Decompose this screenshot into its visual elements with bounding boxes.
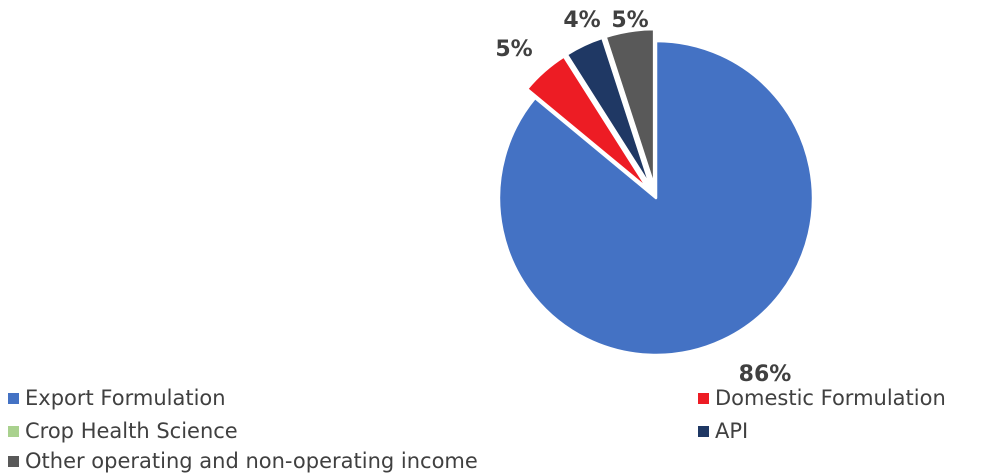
data-label-api: 4% [563,8,600,33]
pie-slice-api [565,36,653,189]
data-label-domestic-formulation: 5% [495,37,532,62]
pie-slice-other-income [604,27,656,188]
data-label-export-formulation: 86% [739,362,792,387]
data-label-other-income: 5% [611,8,648,33]
pie-slice-export-formulation [497,39,815,357]
pie-data-labels: 86% 5% 4% 5% [495,8,791,387]
pie-slice-domestic-formulation [525,55,650,191]
pie-slices [497,27,815,357]
